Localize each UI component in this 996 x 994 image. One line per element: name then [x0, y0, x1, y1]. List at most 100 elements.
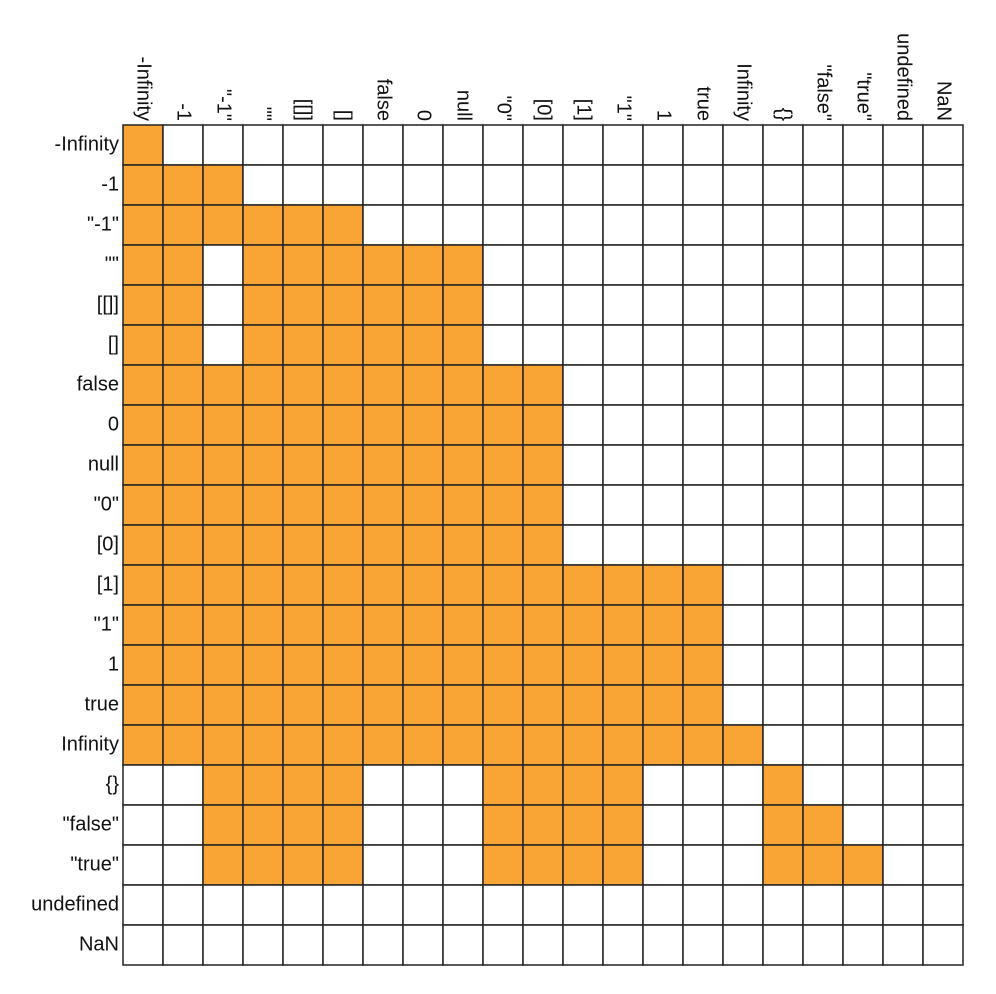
cell: [122, 684, 164, 726]
cell: [682, 444, 724, 486]
cell: [402, 884, 444, 926]
cell: [282, 484, 324, 526]
cell: [882, 844, 924, 886]
cell: [322, 484, 364, 526]
cell: [282, 204, 324, 246]
cell: [242, 524, 284, 566]
row-label: {}: [106, 773, 120, 795]
column-label: [0]: [533, 99, 555, 121]
cell: [482, 684, 524, 726]
cell: [362, 444, 404, 486]
column-label: [[]]: [293, 99, 315, 121]
cell: [682, 284, 724, 326]
cell: [362, 564, 404, 606]
cell: [802, 124, 844, 166]
cell: [522, 764, 564, 806]
cell: [482, 884, 524, 926]
cell: [362, 604, 404, 646]
cell: [762, 844, 804, 886]
cell: [562, 844, 604, 886]
cell: [442, 804, 484, 846]
cell: [682, 724, 724, 766]
cell: [282, 644, 324, 686]
cell: [602, 324, 644, 366]
cell: [682, 564, 724, 606]
cell: [722, 804, 764, 846]
cell: [722, 764, 764, 806]
cell: [322, 284, 364, 326]
cell: [682, 684, 724, 726]
cell: [682, 884, 724, 926]
cell: [322, 124, 364, 166]
cell: [562, 284, 604, 326]
cell: [802, 804, 844, 846]
cell: [402, 124, 444, 166]
cell: [402, 804, 444, 846]
cell: [802, 284, 844, 326]
cell: [482, 844, 524, 886]
cell: [322, 924, 364, 966]
cell: [642, 164, 684, 206]
cell: [642, 724, 684, 766]
cell: [642, 764, 684, 806]
cell: [522, 564, 564, 606]
cell: [202, 804, 244, 846]
cell: [122, 484, 164, 526]
cell: [642, 804, 684, 846]
cell: [202, 524, 244, 566]
cell: [762, 404, 804, 446]
column-label: NaN: [933, 81, 955, 121]
cell: [842, 924, 884, 966]
cell: [202, 684, 244, 726]
cell: [202, 444, 244, 486]
cell: [402, 564, 444, 606]
cell: [442, 444, 484, 486]
cell: [642, 924, 684, 966]
cell: [882, 124, 924, 166]
cell: [682, 124, 724, 166]
cell: [162, 444, 204, 486]
cell: [602, 684, 644, 726]
cell: [482, 604, 524, 646]
cell: [882, 324, 924, 366]
cell: [602, 564, 644, 606]
cell: [802, 444, 844, 486]
cell: [682, 244, 724, 286]
cell: [842, 484, 884, 526]
cell: [882, 804, 924, 846]
cell: [762, 204, 804, 246]
cell: [682, 604, 724, 646]
cell: [522, 844, 564, 886]
cell: [922, 924, 964, 966]
cell: [442, 684, 484, 726]
cell: [442, 244, 484, 286]
cell: [802, 364, 844, 406]
cell: [562, 524, 604, 566]
cell: [642, 564, 684, 606]
cell: [122, 404, 164, 446]
cell: [522, 604, 564, 646]
cell: [522, 244, 564, 286]
cell: [522, 804, 564, 846]
cell: [482, 484, 524, 526]
cell: [602, 364, 644, 406]
cell: [242, 844, 284, 886]
cell: [322, 524, 364, 566]
cell: [242, 324, 284, 366]
cell: [722, 244, 764, 286]
column-label: "": [253, 107, 275, 121]
row-label: false: [77, 373, 119, 395]
cell: [842, 404, 884, 446]
cell: [242, 204, 284, 246]
cell: [882, 404, 924, 446]
cell: [202, 204, 244, 246]
cell: [482, 204, 524, 246]
cell: [722, 324, 764, 366]
cell: [162, 684, 204, 726]
cell: [882, 444, 924, 486]
cell: [882, 564, 924, 606]
cell: [402, 324, 444, 366]
cell: [922, 164, 964, 206]
cell: [162, 244, 204, 286]
cell: [482, 284, 524, 326]
